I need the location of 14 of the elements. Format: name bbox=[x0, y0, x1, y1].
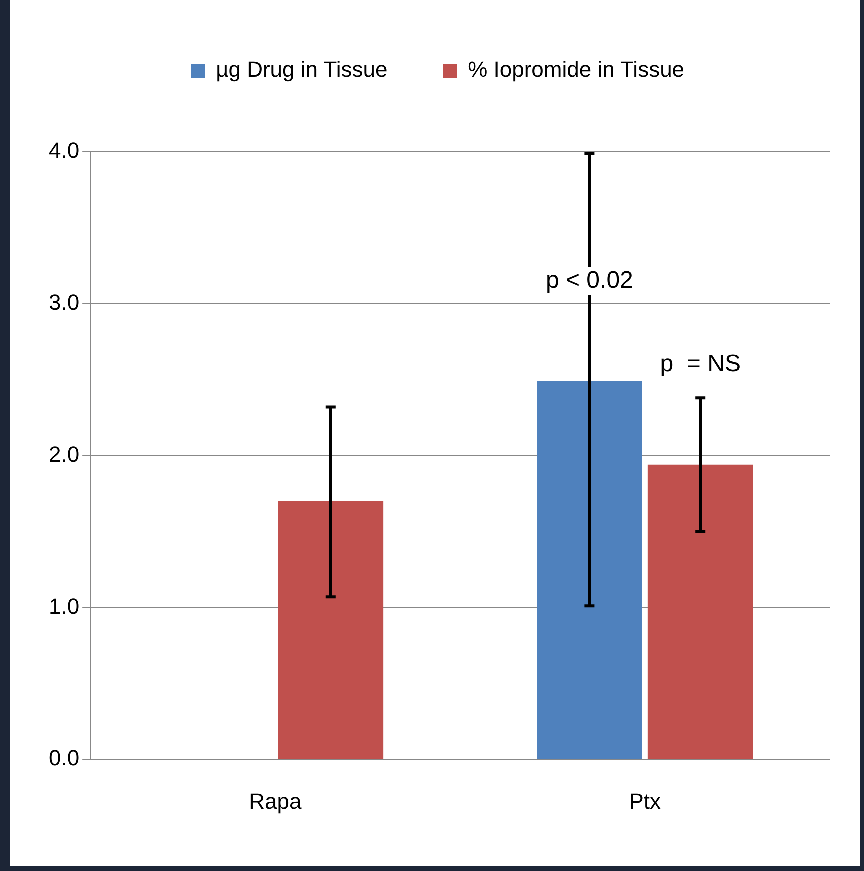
x-tick-label: Ptx bbox=[629, 788, 662, 814]
bar bbox=[537, 381, 642, 760]
bar bbox=[648, 464, 754, 760]
annotation: p = NS bbox=[660, 350, 741, 378]
y-tick-label: 4.0 bbox=[48, 138, 80, 164]
legend-label: % Iopromide in Tissue bbox=[468, 57, 685, 82]
y-tick-label: 1.0 bbox=[48, 594, 80, 619]
legend-label: µg Drug in Tissue bbox=[216, 57, 388, 82]
annotation: p < 0.02 bbox=[546, 266, 634, 294]
x-tick-label: Rapa bbox=[249, 788, 302, 814]
y-tick-label: 2.0 bbox=[48, 442, 80, 467]
y-tick-label: 0.0 bbox=[48, 746, 80, 771]
bar bbox=[278, 501, 384, 760]
y-tick-label: 3.0 bbox=[48, 290, 80, 315]
